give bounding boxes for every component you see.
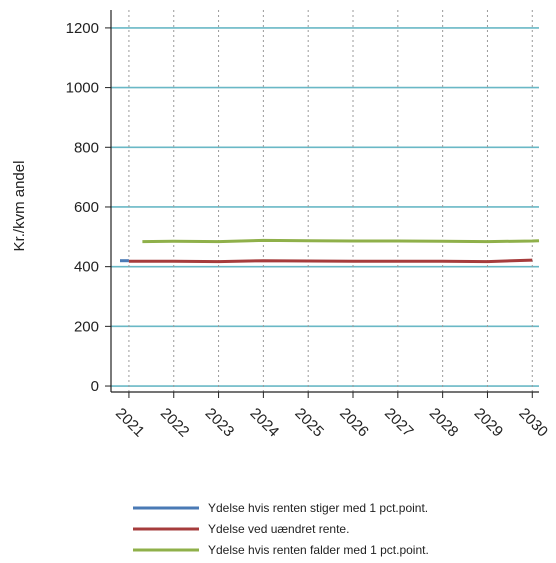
series-line [129,260,532,262]
series-lines [120,240,539,261]
y-tick-label: 1200 [66,20,99,37]
x-tick-label: 2026 [336,405,372,441]
x-tick-label: 2024 [247,405,283,441]
legend-label: Ydelse hvis renten falder med 1 pct.poin… [208,543,429,557]
x-tick-label: 2022 [157,405,193,441]
x-tick-label: 2030 [515,405,551,441]
legend-label: Ydelse ved uændret rente. [208,522,349,536]
x-tick-label: 2023 [202,405,238,441]
y-tick-label: 600 [74,199,99,216]
x-tick-label: 2025 [291,405,327,441]
y-tick-label: 200 [74,318,99,335]
y-tick-label: 800 [74,139,99,156]
y-tick-label: 400 [74,259,99,276]
y-tick-label: 0 [91,378,99,395]
legend: Ydelse hvis renten stiger med 1 pct.poin… [133,501,429,557]
legend-label: Ydelse hvis renten stiger med 1 pct.poin… [208,501,428,515]
x-tick-label: 2027 [381,405,417,441]
x-tick-label: 2021 [112,405,148,441]
y-axis-label: Kr./kvm andel [11,161,28,252]
x-tick-label: 2029 [471,405,507,441]
grid [111,10,539,392]
x-tick-label: 2028 [426,405,462,441]
series-line [142,240,539,241]
y-tick-label: 1000 [66,80,99,97]
